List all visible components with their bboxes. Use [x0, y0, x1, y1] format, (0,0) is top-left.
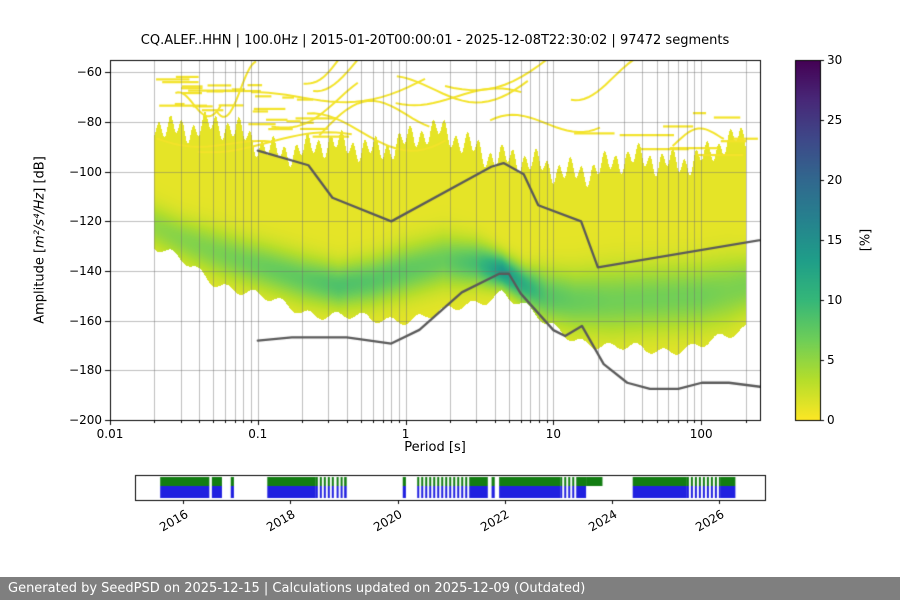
y-tick-label: −80 — [76, 115, 102, 130]
colorbar-tick-label: 30 — [827, 53, 843, 67]
y-tick-label: −140 — [69, 264, 102, 279]
y-tick-label: −100 — [69, 164, 102, 179]
y-tick-label: −120 — [69, 214, 102, 229]
colorbar-tick-label: 15 — [827, 233, 843, 247]
y-axis-label-units: m²/s⁴/Hz — [32, 192, 48, 248]
x-tick-label: 100 — [689, 427, 713, 441]
y-tick-label: −180 — [69, 363, 102, 378]
x-tick-label: 1 — [401, 427, 410, 441]
footer-bar: Generated by SeedPSD on 2025-12-15 | Cal… — [0, 577, 900, 600]
x-tick-label: 10 — [545, 427, 562, 441]
colorbar-tick-label: 25 — [827, 113, 843, 127]
y-tick-label: −200 — [69, 413, 102, 427]
footer-text: Generated by SeedPSD on 2025-12-15 | Cal… — [8, 581, 586, 596]
x-tick-label: 0.1 — [248, 427, 268, 441]
colorbar-tick-label: 10 — [827, 293, 843, 307]
y-axis-label: Amplitude [m²/s⁴/Hz] [dB] — [33, 156, 48, 324]
y-axis-label-prefix: Amplitude [ — [32, 247, 48, 324]
y-axis-label-suffix: ] [dB] — [32, 156, 48, 193]
x-tick-label: 0.01 — [96, 427, 124, 441]
y-tick-label: −60 — [76, 65, 102, 80]
x-axis-label: Period [s] — [404, 440, 466, 455]
y-tick-label: −160 — [69, 313, 102, 328]
colorbar-tick-label: 5 — [827, 353, 835, 367]
colorbar-label: [%] — [858, 228, 874, 252]
colorbar-tick-label: 0 — [827, 413, 835, 427]
colorbar-tick-label: 20 — [827, 173, 843, 187]
plot-title: CQ.ALEF..HHN | 100.0Hz | 2015-01-20T00:0… — [140, 33, 730, 48]
